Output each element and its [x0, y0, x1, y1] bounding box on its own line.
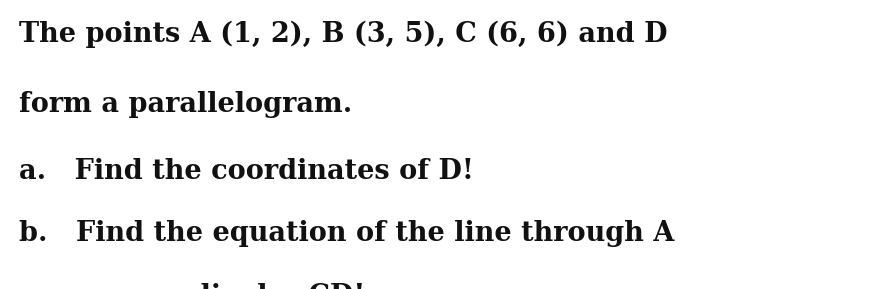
- Text: The points A (1, 2), B (3, 5), C (6, 6) and D: The points A (1, 2), B (3, 5), C (6, 6) …: [19, 20, 668, 48]
- Text: b.   Find the equation of the line through A: b. Find the equation of the line through…: [19, 220, 675, 247]
- Text: perpendiculer CD!: perpendiculer CD!: [19, 283, 366, 289]
- Text: form a parallelogram.: form a parallelogram.: [19, 91, 352, 118]
- Text: a.   Find the coordinates of D!: a. Find the coordinates of D!: [19, 158, 474, 184]
